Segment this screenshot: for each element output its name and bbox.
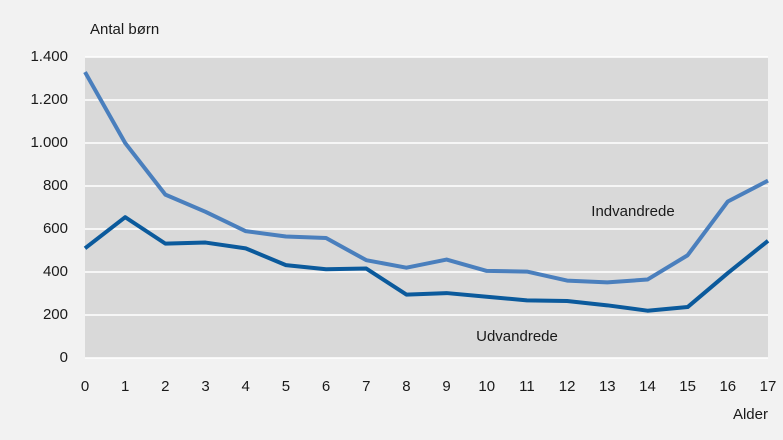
x-tick-label: 2 <box>161 378 169 395</box>
x-tick-label: 16 <box>719 378 736 395</box>
y-tick-label: 800 <box>43 177 68 194</box>
x-tick-label: 14 <box>639 378 656 395</box>
y-tick-label: 200 <box>43 306 68 323</box>
x-tick-label: 13 <box>599 378 616 395</box>
x-tick-label: 10 <box>478 378 495 395</box>
x-tick-label: 3 <box>201 378 209 395</box>
x-tick-label: 5 <box>282 378 290 395</box>
x-tick-label: 11 <box>519 378 535 395</box>
y-tick-label: 0 <box>60 349 68 366</box>
x-tick-label: 4 <box>242 378 250 395</box>
series-label: Udvandrede <box>476 328 558 345</box>
x-tick-label: 9 <box>442 378 450 395</box>
x-tick-label: 8 <box>402 378 410 395</box>
y-tick-label: 1.000 <box>30 134 68 151</box>
y-tick-label: 400 <box>43 263 68 280</box>
y-tick-label: 1.400 <box>30 48 68 65</box>
x-tick-label: 12 <box>559 378 576 395</box>
data-line <box>83 215 770 313</box>
x-tick-label: 15 <box>679 378 696 395</box>
x-tick-label: 7 <box>362 378 370 395</box>
x-tick-label: 6 <box>322 378 330 395</box>
x-axis-label: Alder <box>733 406 768 423</box>
y-tick-label: 1.200 <box>30 91 68 108</box>
x-tick-label: 0 <box>81 378 89 395</box>
series-label: Indvandrede <box>591 203 674 220</box>
data-line <box>83 71 769 285</box>
y-axis-label: Antal børn <box>90 21 159 38</box>
x-tick-label: 1 <box>121 378 129 395</box>
y-tick-label: 600 <box>43 220 68 237</box>
x-tick-label: 17 <box>760 378 777 395</box>
